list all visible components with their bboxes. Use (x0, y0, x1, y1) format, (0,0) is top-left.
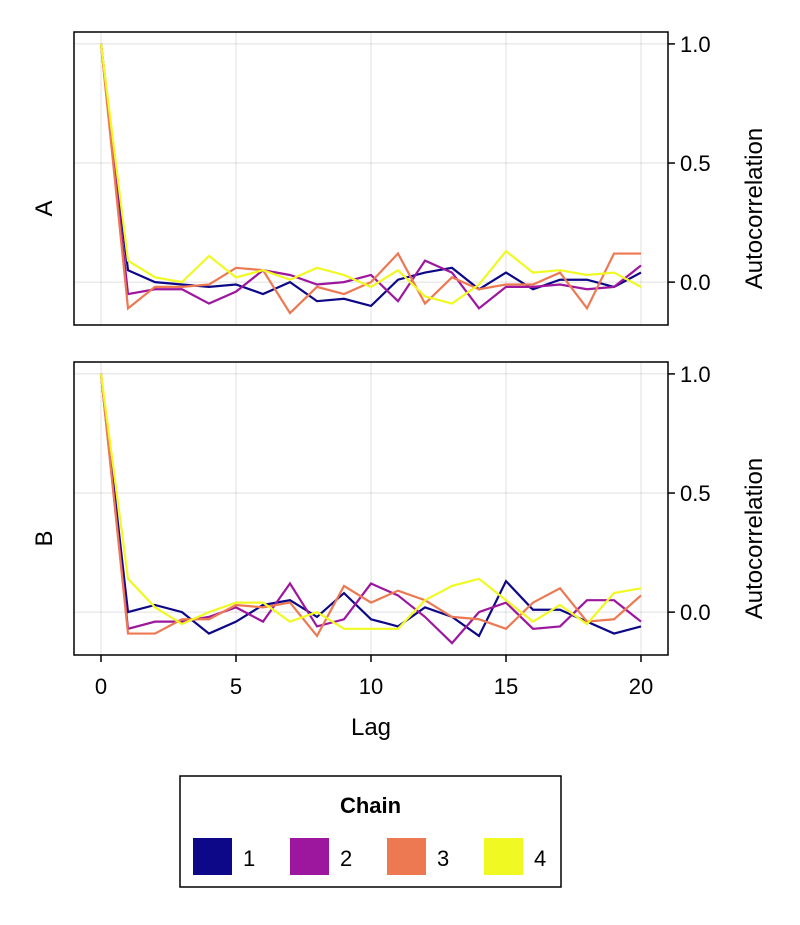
panel-frame (73, 31, 669, 326)
legend-box (179, 775, 562, 888)
legend-label-3: 3 (437, 846, 449, 871)
legend-label-1: 1 (243, 846, 255, 871)
y-tick-label: 0.0 (680, 600, 711, 625)
x-tick-label: 15 (494, 674, 518, 699)
x-tick-label: 20 (629, 674, 653, 699)
y-axis-label: Autocorrelation (741, 458, 768, 619)
y-tick-label: 1.0 (680, 32, 711, 57)
series-line-4 (99, 43, 642, 305)
legend-swatch-2 (290, 838, 329, 875)
legend-label-4: 4 (534, 846, 546, 871)
panel-label: B (31, 530, 58, 546)
series-line-4 (99, 373, 642, 630)
x-axis-label: Lag (351, 714, 391, 741)
series-line-3 (99, 43, 641, 315)
y-axis-label: Autocorrelation (741, 128, 768, 289)
y-tick-label: 1.0 (680, 362, 711, 387)
legend-swatch-1 (193, 838, 232, 875)
y-tick-label: 0.5 (680, 481, 711, 506)
x-tick-label: 5 (230, 674, 242, 699)
legend-swatch-3 (387, 838, 426, 875)
x-tick-label: 0 (95, 674, 107, 699)
panel-label: A (31, 200, 58, 216)
y-tick-label: 0.5 (680, 151, 711, 176)
y-tick-label: 0.0 (680, 270, 711, 295)
legend-label-2: 2 (340, 846, 352, 871)
legend-swatch-4 (484, 838, 523, 875)
x-tick-label: 10 (359, 674, 383, 699)
series-line-2 (99, 43, 642, 310)
legend-title: Chain (340, 793, 401, 818)
